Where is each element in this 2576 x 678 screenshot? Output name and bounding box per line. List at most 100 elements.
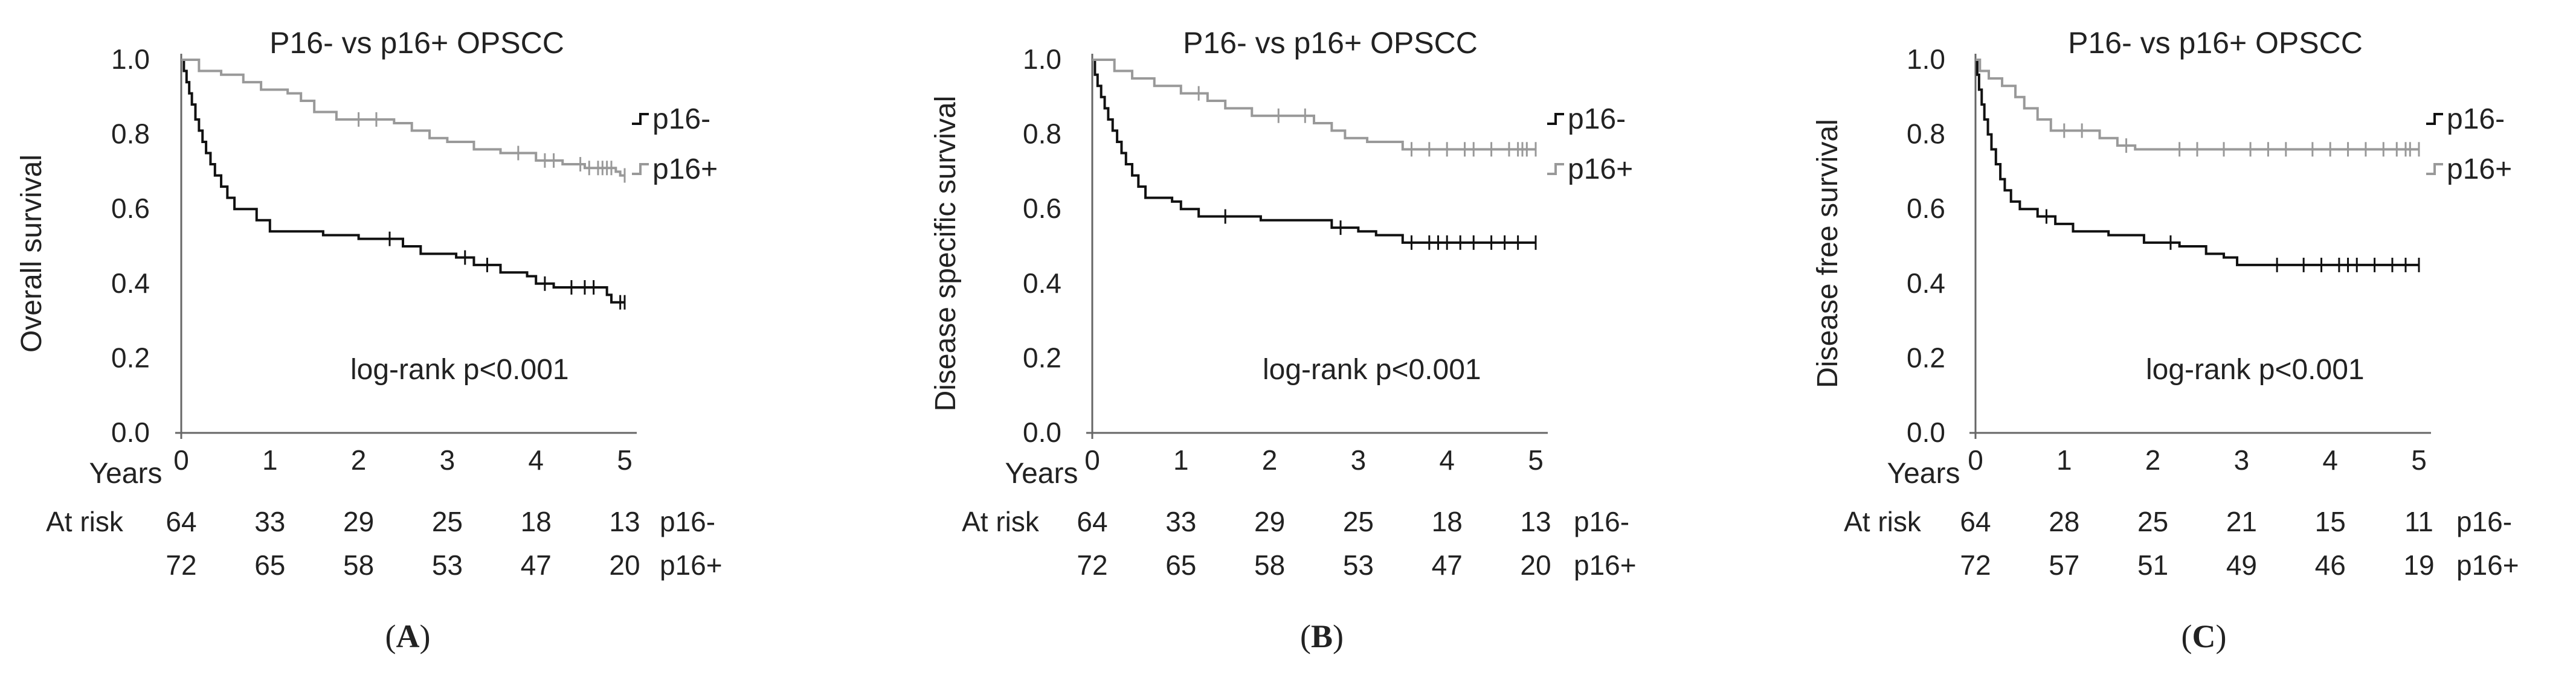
panel-c-x-tick-label: 3: [2234, 444, 2250, 476]
panel-c-x-tick-label: 1: [2056, 444, 2072, 476]
panel-b-y-tick-label: 0.8: [1023, 118, 1061, 150]
panel-b-series-p16+: [1092, 59, 1536, 151]
panel-b-at-risk-value: 18: [1432, 506, 1463, 537]
panel-c-x-tick-label: 5: [2411, 444, 2427, 476]
panel-a-at-risk-value: 58: [343, 549, 374, 581]
panel-b-x-tick-label: 2: [1262, 444, 1278, 476]
panel-c-at-risk-label: At risk: [1844, 506, 1922, 537]
panel-a-y-tick-label: 0.4: [111, 267, 150, 299]
panel-a-y-tick-label: 0.0: [111, 417, 150, 448]
panel-c-at-risk-group-label: p16-: [2456, 506, 2512, 537]
panel-a-annotation: log-rank p<0.001: [350, 354, 569, 386]
panel-a-legend-swatch: [632, 163, 649, 175]
panel-a-y-tick-label: 0.6: [111, 193, 150, 224]
panel-b-y-tick-label: 0.4: [1023, 267, 1061, 299]
panel-a-x-tick-label: 3: [440, 444, 456, 476]
panel-b-at-risk-value: 72: [1077, 549, 1107, 581]
panel-a-series-p16+: [181, 59, 625, 177]
panel-b-y-axis-label: Disease specific survival: [930, 96, 962, 412]
panel-a-x-tick-label: 5: [617, 444, 633, 476]
panel-c-x-tick-label: 0: [1968, 444, 1983, 476]
panel-c-legend-label: p16+: [2447, 153, 2512, 185]
panel-c-at-risk-value: 46: [2315, 549, 2346, 581]
panel-a-y-axis-label: Overall survival: [16, 155, 48, 353]
panel-a-series-p16-: [181, 59, 625, 304]
panel-a-at-risk-value: 13: [609, 506, 640, 537]
panel-c-panel-label: (C): [2182, 618, 2227, 654]
panel-a-at-risk-value: 18: [521, 506, 552, 537]
panel-b-at-risk-group-label: p16+: [1574, 549, 1637, 581]
panel-b-at-risk-value: 25: [1343, 506, 1374, 537]
panel-c-at-risk-value: 25: [2137, 506, 2168, 537]
panel-a-x-tick-label: 2: [351, 444, 367, 476]
panel-b-legend-label: p16-: [1568, 103, 1626, 135]
panel-c-title: P16- vs p16+ OPSCC: [2068, 26, 2363, 60]
panel-b-at-risk-value: 13: [1520, 506, 1551, 537]
panel-a-panel-label: (A): [385, 618, 431, 654]
panel-c-at-risk-value: 64: [1960, 506, 1991, 537]
panel-a-legend-label: p16-: [652, 103, 710, 135]
panel-b-x-tick-label: 1: [1173, 444, 1189, 476]
panel-b-at-risk-value: 29: [1254, 506, 1285, 537]
panel-c-at-risk-value: 28: [2049, 506, 2079, 537]
panel-c-at-risk-group-label: p16+: [2456, 549, 2519, 581]
panel-c-y-tick-label: 0.2: [1907, 342, 1945, 373]
panel-a-x-tick-label: 1: [262, 444, 278, 476]
panel-c-x-axis-label: Years: [1887, 458, 1960, 490]
panel-a-at-risk-value: 64: [166, 506, 196, 537]
panel-a-at-risk-value: 20: [609, 549, 640, 581]
panel-c-series-p16-: [1975, 59, 2419, 266]
panel-b-y-tick-label: 0.0: [1023, 417, 1061, 448]
panel-c-x-tick-label: 2: [2145, 444, 2161, 476]
panel-a-at-risk-group-label: p16-: [660, 506, 715, 537]
panel-c-y-tick-label: 1.0: [1907, 43, 1945, 75]
panel-a-at-risk-value: 65: [254, 549, 285, 581]
panel-c-y-tick-label: 0.6: [1907, 193, 1945, 224]
panel-a-at-risk-value: 53: [432, 549, 463, 581]
panel-b-at-risk-value: 33: [1165, 506, 1196, 537]
panel-c-annotation: log-rank p<0.001: [2146, 354, 2365, 386]
panel-a-legend-swatch: [632, 113, 649, 125]
panel-b-legend-label: p16+: [1568, 153, 1633, 185]
panel-b-x-tick-label: 0: [1084, 444, 1100, 476]
panel-b-at-risk-label: At risk: [962, 506, 1040, 537]
panel-c-at-risk-value: 19: [2403, 549, 2434, 581]
panel-b-at-risk-value: 58: [1254, 549, 1285, 581]
panel-a-at-risk-value: 25: [432, 506, 463, 537]
panel-c-x-tick-label: 4: [2322, 444, 2338, 476]
panel-c-legend-label: p16-: [2447, 103, 2505, 135]
panel-c-at-risk-value: 15: [2315, 506, 2346, 537]
panel-c-at-risk-value: 21: [2226, 506, 2257, 537]
panel-b-at-risk-value: 64: [1077, 506, 1107, 537]
panel-a-at-risk-group-label: p16+: [660, 549, 723, 581]
panel-b-legend-swatch: [1547, 163, 1564, 175]
panel-b-series-p16-: [1092, 59, 1536, 244]
panel-a-legend-label: p16+: [652, 153, 718, 185]
panel-b-x-tick-label: 4: [1439, 444, 1455, 476]
panel-c-series-p16+: [1975, 59, 2419, 151]
panel-b-panel-label: (B): [1300, 618, 1344, 654]
panel-b-at-risk-group-label: p16-: [1574, 506, 1629, 537]
panel-c-y-tick-label: 0.8: [1907, 118, 1945, 150]
panel-b-x-axis-label: Years: [1005, 458, 1078, 490]
panel-c-legend-swatch: [2426, 163, 2443, 175]
panel-b-annotation: log-rank p<0.001: [1263, 354, 1481, 386]
panel-c-at-risk-value: 11: [2404, 506, 2433, 537]
panel-c-y-axis-label: Disease free survival: [1812, 119, 1844, 388]
panel-a-x-axis-label: Years: [89, 458, 163, 490]
panel-c-at-risk-value: 49: [2226, 549, 2257, 581]
panel-a-y-tick-label: 0.2: [111, 342, 150, 373]
panel-b-at-risk-value: 47: [1432, 549, 1463, 581]
panel-c-at-risk-value: 57: [2049, 549, 2079, 581]
panel-a-x-tick-label: 4: [528, 444, 544, 476]
panel-c-y-tick-label: 0.4: [1907, 267, 1945, 299]
panel-b-at-risk-value: 20: [1520, 549, 1551, 581]
panel-a-y-tick-label: 1.0: [111, 43, 150, 75]
panel-b-x-tick-label: 3: [1351, 444, 1367, 476]
panel-c-at-risk-value: 72: [1960, 549, 1991, 581]
panel-b-y-tick-label: 0.6: [1023, 193, 1061, 224]
panel-c-y-tick-label: 0.0: [1907, 417, 1945, 448]
panel-a-at-risk-value: 47: [521, 549, 552, 581]
